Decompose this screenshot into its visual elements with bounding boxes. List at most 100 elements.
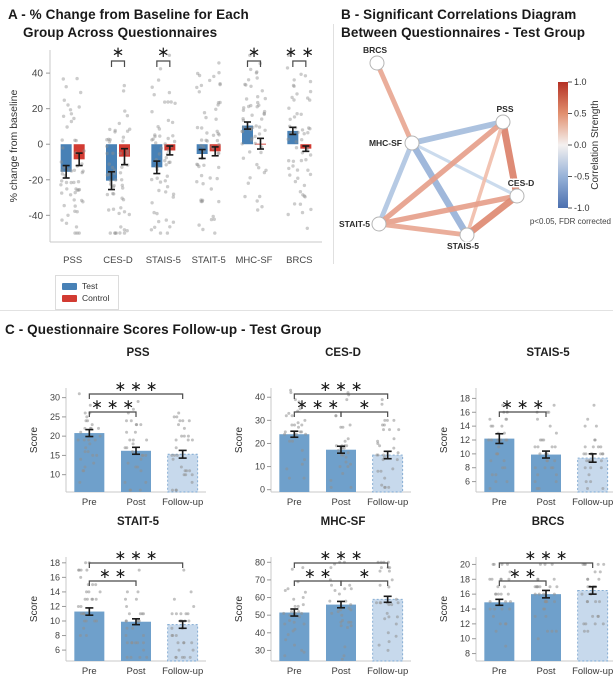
- a-xtick-stais-5: STAIS-5: [146, 255, 181, 266]
- a-xtick-stait-5: STAIT-5: [192, 255, 226, 266]
- c-ylabel: Score: [29, 427, 40, 454]
- panel-a-title-line2: Group Across Questionnaires: [23, 24, 218, 40]
- chart-cell-mhcsf: MHC-SF 30 40 50 60 70 80 Score Pre Post Follow-up ∗…: [233, 516, 423, 684]
- c-ytick: 10: [460, 449, 470, 459]
- panel-a-chart: 40 20 0 -20 -40 % change from baseline PSS CES-…: [8, 44, 322, 266]
- c-ytick: 10: [50, 470, 60, 480]
- chart-pss: 10 15 20 25 30 Score Pre Post Follow-up ∗ ∗ ∗ ∗ ∗ …: [29, 378, 206, 508]
- c-ytick: 10: [460, 634, 470, 644]
- c-scatter: [282, 560, 400, 661]
- node-label-pss: PSS: [496, 104, 513, 114]
- node-label-stais-5: STAIS-5: [447, 241, 479, 251]
- panel-b-title-line1: B - Significant Correlations Diagram: [341, 7, 577, 22]
- c-bar-post: [531, 594, 561, 661]
- colorbar-tick: 0.5: [574, 109, 587, 119]
- c-sig-stars: ∗: [358, 396, 370, 412]
- c-ytick: 14: [460, 604, 470, 614]
- a-sig-bracket-mhc-sf: [246, 60, 262, 67]
- panel-b-title: B - Significant Correlations Diagram Bet…: [341, 6, 585, 41]
- a-ytick: 40: [32, 69, 44, 80]
- a-sig-bracket-brcs: [292, 60, 307, 67]
- colorbar: [558, 82, 568, 208]
- a-bar-test-brcs: [287, 130, 299, 145]
- node-label-ces-d: CES-D: [508, 178, 534, 188]
- chart-cell-brcs: BRCS 8 10 12 14 16 18 20 Score Pre Post Follow-up ∗ …: [438, 516, 613, 684]
- c-ytick: 80: [255, 557, 265, 567]
- c-ytick: 12: [460, 435, 470, 445]
- c-sig-stars: ∗ ∗ ∗: [296, 396, 339, 412]
- c-sig-bracket: [293, 393, 389, 399]
- legend-test-swatch: [62, 282, 77, 290]
- chart-cell-stais5: STAIS-5 6 8 10 12 14 16 18 Score Pre Post Follow-up…: [438, 347, 613, 515]
- c-ytick: 12: [460, 619, 470, 629]
- c-sig-bracket: [88, 580, 137, 586]
- chart-cell-stait5: STAIT-5 6 8 10 12 14 16 18 Score Pre Post Follow-up…: [28, 516, 218, 684]
- c-sig-stars: ∗ ∗ ∗: [115, 378, 158, 394]
- node-brcs: [369, 55, 385, 71]
- legend-control-swatch: [62, 295, 77, 303]
- chart-title-stais5: STAIS-5: [526, 347, 570, 359]
- a-bar-control-pss: [73, 144, 85, 160]
- c-sig-bracket: [340, 580, 389, 586]
- panel-b-title-line2: Between Questionnaires - Test Group: [341, 24, 586, 40]
- c-xtick-follow-up: Follow-up: [367, 497, 408, 508]
- node-label-stait-5: STAIT-5: [339, 219, 370, 229]
- edge-pss-stais-5: [465, 120, 505, 237]
- legend-test-label: Test: [82, 280, 98, 291]
- chart-title-cesd: CES-D: [325, 347, 361, 359]
- c-ytick: 18: [50, 558, 60, 568]
- c-sig-bracket: [498, 580, 547, 586]
- colorbar-tick: 0.0: [574, 140, 587, 150]
- c-ylabel: Score: [439, 596, 450, 623]
- chart-cell-cesd: CES-D 0 10 20 30 40 Score Pre Post Follow-up ∗ ∗ ∗…: [233, 347, 423, 515]
- c-xtick-pre: Pre: [82, 666, 97, 677]
- c-scatter: [283, 388, 401, 489]
- c-ytick: 50: [255, 610, 265, 620]
- c-sig-bracket: [293, 562, 389, 568]
- c-ytick: 20: [255, 438, 265, 448]
- a-sig-bracket-stais-5: [156, 60, 171, 67]
- c-sig-stars: ∗ ∗ ∗: [115, 547, 158, 563]
- c-ytick: 20: [460, 559, 470, 569]
- c-sig-stars: ∗ ∗ ∗: [525, 547, 568, 563]
- c-xtick-follow-up: Follow-up: [572, 497, 613, 508]
- c-xtick-follow-up: Follow-up: [162, 666, 203, 677]
- c-ytick: 8: [465, 463, 470, 473]
- c-ytick: 8: [55, 631, 60, 641]
- a-sig-bracket-ces-d: [110, 60, 126, 67]
- fdr-note: p<0.05, FDR corrected: [530, 217, 611, 226]
- c-ytick: 10: [255, 462, 265, 472]
- edge-ces-d-stait-5: [376, 193, 520, 227]
- c-ytick: 30: [255, 645, 265, 655]
- a-bar-test-ces-d: [106, 144, 117, 181]
- c-sig-bracket: [88, 411, 137, 417]
- vertical-divider: [333, 24, 334, 264]
- a-sig-stars: ∗: [248, 44, 261, 61]
- a-ytick: 20: [32, 104, 44, 115]
- c-bar-pre: [279, 612, 310, 661]
- a-ytick: -20: [29, 175, 44, 186]
- c-bar-follow-up: [577, 457, 609, 493]
- panel-c-title: C - Questionnaire Scores Follow-up - Tes…: [5, 321, 321, 339]
- c-bar-pre: [74, 611, 105, 661]
- c-xtick-post: Post: [536, 666, 555, 677]
- c-ytick: 15: [50, 450, 60, 460]
- chart-mhcsf: 30 40 50 60 70 80 Score Pre Post Follow-up ∗ ∗ ∗ ∗ ∗…: [234, 547, 411, 677]
- c-sig-stars: ∗ ∗ ∗: [320, 378, 363, 394]
- node-stait-5: [371, 216, 387, 232]
- c-xtick-pre: Pre: [82, 497, 97, 508]
- c-sig-bracket: [88, 562, 184, 568]
- c-xtick-post: Post: [126, 497, 145, 508]
- colorbar-tick: -1.0: [574, 203, 590, 213]
- c-sig-stars: ∗ ∗ ∗: [320, 547, 363, 563]
- c-bar-post: [326, 449, 356, 492]
- c-sig-stars: ∗: [358, 565, 370, 581]
- c-xtick-post: Post: [126, 666, 145, 677]
- c-ylabel: Score: [234, 427, 245, 454]
- c-ytick: 12: [50, 601, 60, 611]
- c-xtick-follow-up: Follow-up: [162, 497, 203, 508]
- c-ytick: 6: [465, 477, 470, 487]
- panel-a-title-line1: A - % Change from Baseline for Each: [8, 7, 249, 22]
- edge-mhc-sf-stait-5: [376, 140, 415, 227]
